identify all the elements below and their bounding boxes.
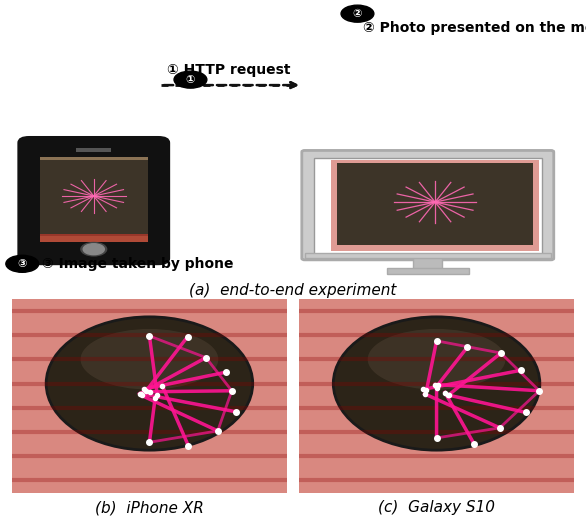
Text: ①: ① (186, 74, 195, 85)
Ellipse shape (46, 317, 253, 450)
Circle shape (341, 5, 374, 22)
FancyBboxPatch shape (19, 137, 169, 264)
Ellipse shape (333, 317, 540, 450)
Circle shape (174, 71, 207, 88)
Bar (413, 255, 442, 270)
Text: ③ Image taken by phone: ③ Image taken by phone (42, 257, 234, 271)
Bar (305, 253, 551, 258)
Bar (387, 268, 469, 274)
Text: (b)  iPhone XR: (b) iPhone XR (95, 500, 204, 516)
Bar (337, 162, 533, 245)
Bar (40, 157, 148, 242)
Bar (314, 158, 542, 254)
Bar (40, 159, 148, 236)
Text: ② Photo presented on the monitor: ② Photo presented on the monitor (363, 21, 586, 35)
Ellipse shape (368, 329, 505, 389)
Ellipse shape (80, 329, 218, 389)
Text: ②: ② (353, 9, 362, 19)
Circle shape (6, 255, 39, 272)
Text: ① HTTP request: ① HTTP request (167, 63, 290, 78)
Circle shape (81, 243, 107, 256)
Circle shape (83, 244, 104, 255)
Text: (a)  end-to-end experiment: (a) end-to-end experiment (189, 283, 397, 298)
Text: ③: ③ (18, 259, 27, 269)
FancyBboxPatch shape (302, 150, 554, 260)
Bar (40, 234, 148, 242)
Bar (331, 159, 539, 251)
Bar (76, 148, 111, 152)
Text: (c)  Galaxy S10: (c) Galaxy S10 (378, 500, 495, 516)
